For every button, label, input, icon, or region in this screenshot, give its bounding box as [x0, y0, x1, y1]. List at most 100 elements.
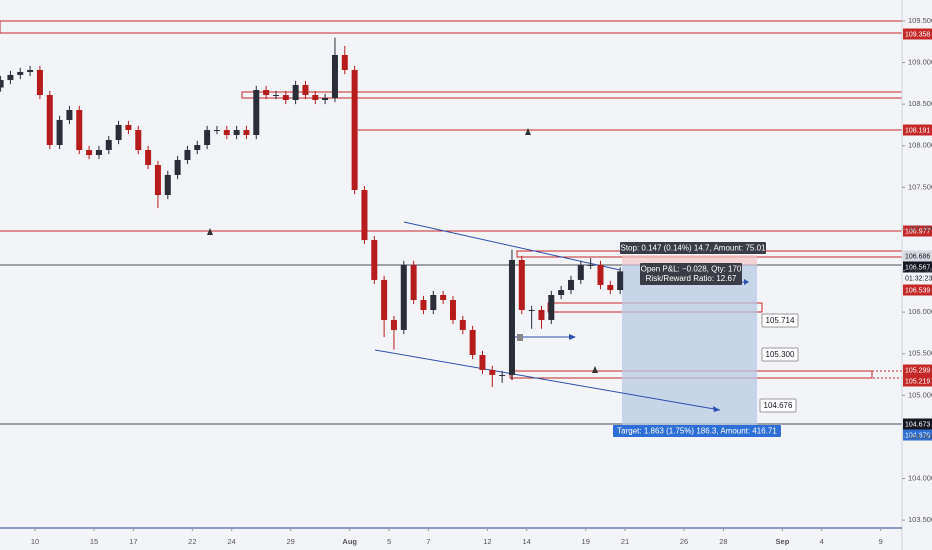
x-tick-label: 22 — [188, 537, 196, 546]
target-label: Target: 1.863 (1.75%) 186.3, Amount: 416… — [617, 427, 777, 436]
candle-body — [371, 240, 378, 280]
price-label-box — [903, 429, 932, 441]
candle-body — [469, 329, 476, 355]
candle-body — [194, 145, 201, 150]
y-tick-label: 104.000 — [908, 474, 932, 483]
candle-body — [125, 124, 132, 131]
candle-body — [518, 259, 525, 310]
y-tick-label: 108.500 — [908, 99, 932, 108]
candle-body — [410, 264, 417, 300]
y-tick-label: 109.500 — [908, 16, 932, 25]
candle-body — [243, 130, 250, 136]
x-tick-label: 15 — [90, 537, 98, 546]
callout-label: 104.676 — [764, 401, 793, 410]
price-label: 106.567 — [905, 264, 930, 271]
x-tick-label: 10 — [31, 537, 39, 546]
candle-body — [538, 309, 545, 320]
trend-line — [403, 221, 621, 271]
callout-label: 105.300 — [766, 350, 795, 359]
candle-body — [184, 150, 191, 160]
marker — [592, 366, 598, 373]
y-tick-label: 107.500 — [908, 182, 932, 191]
candle-body — [390, 319, 397, 330]
target-zone — [622, 265, 757, 425]
candle-body — [105, 140, 112, 150]
candle-body — [528, 309, 535, 311]
candle-body — [331, 54, 338, 99]
candle-body — [204, 130, 211, 146]
price-label: 106.539 — [905, 287, 930, 294]
price-label-box — [903, 364, 932, 376]
pnl-box — [640, 263, 742, 285]
candle-body — [66, 109, 73, 120]
candle-body — [312, 95, 319, 100]
candle-body — [361, 190, 368, 241]
candle-body — [7, 74, 14, 81]
y-tick-label: 108.000 — [908, 141, 932, 150]
x-tick-label: Aug — [342, 537, 357, 546]
candle-body — [508, 259, 515, 375]
candle-body — [135, 130, 142, 150]
x-tick-label: Sep — [776, 537, 790, 546]
candle-body — [27, 69, 34, 72]
target-box — [613, 425, 781, 437]
stop-box — [620, 242, 766, 254]
candle-body — [223, 130, 230, 136]
price-label: 104.673 — [905, 421, 930, 428]
price-label: 106.977 — [905, 228, 930, 235]
x-tick-label: 4 — [820, 537, 824, 546]
candle-body — [263, 90, 270, 96]
candle-body — [56, 119, 63, 146]
y-tick-label: 106.500 — [908, 266, 932, 275]
y-tick-label: 107.000 — [908, 224, 932, 233]
price-label: 105.219 — [905, 378, 930, 385]
x-tick-label: 5 — [387, 537, 391, 546]
candle-body — [489, 369, 496, 375]
x-tick-label: 12 — [483, 537, 491, 546]
candle-body — [253, 90, 260, 136]
candle-body — [86, 150, 93, 155]
callout-box — [759, 398, 797, 413]
y-tick-label: 109.000 — [908, 58, 932, 67]
candle-body — [440, 295, 447, 300]
stop-label: Stop: 0.147 (0.14%) 14.7, Amount: 75.01 — [621, 244, 767, 253]
candle-body — [567, 279, 574, 291]
arrow-head — [713, 406, 720, 412]
candle-body — [282, 95, 289, 100]
candle-body — [302, 85, 309, 96]
candle-body — [548, 295, 555, 320]
price-label-box — [903, 375, 932, 387]
y-tick-label: 105.500 — [908, 349, 932, 358]
marker — [525, 128, 531, 135]
candle-body — [233, 130, 240, 136]
price-label: 104.676 — [905, 432, 930, 439]
callout-box — [761, 347, 799, 362]
candle-body — [577, 264, 584, 280]
pnl-label: Open P&L: −0.028, Qty: 170 — [641, 265, 742, 274]
candle-body — [115, 124, 122, 141]
x-tick-label: 26 — [680, 537, 688, 546]
price-label-box — [903, 250, 932, 262]
candle-body — [322, 98, 329, 100]
price-label: 106.686 — [905, 253, 930, 260]
x-tick-label: 7 — [426, 537, 430, 546]
candle-body — [154, 164, 161, 196]
candle-body — [272, 95, 279, 97]
arrow-head — [744, 279, 749, 285]
candles — [0, 37, 624, 388]
candle-body — [607, 284, 614, 291]
candle-body — [420, 300, 427, 310]
candle-body — [558, 290, 565, 296]
price-label-box — [903, 225, 932, 237]
rr-label: Risk/Reward Ratio: 12.67 — [646, 274, 737, 283]
candle-body — [381, 279, 388, 320]
candle-body — [449, 300, 456, 320]
candle-body — [617, 271, 624, 291]
candle-body — [76, 109, 83, 150]
candle-body — [17, 71, 24, 75]
y-tick-label: 103.500 — [908, 515, 932, 524]
overlays: Stop: 0.147 (0.14%) 14.7, Amount: 75.01 O… — [613, 28, 932, 441]
trend-line — [374, 349, 721, 411]
